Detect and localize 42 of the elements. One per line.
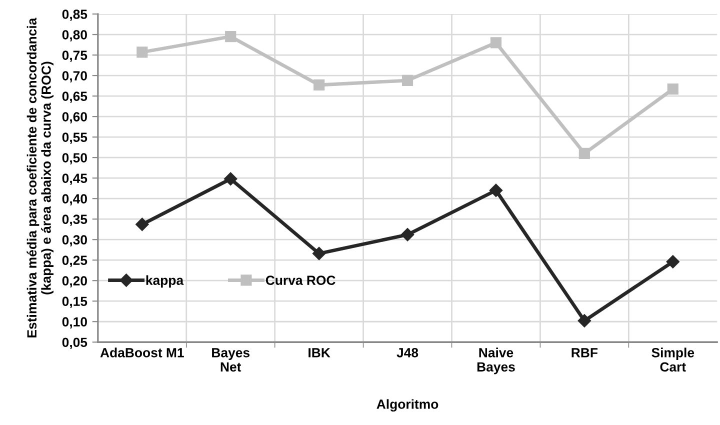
y-tick-label: 0,75 [62, 50, 88, 62]
x-tick-label: AdaBoost M1 [100, 348, 184, 358]
y-tick-label: 0,55 [62, 132, 88, 144]
x-tick-label: Bayes Net [212, 348, 250, 372]
x-tick-label: J48 [396, 348, 418, 358]
y-tick-label: 0,40 [62, 194, 87, 206]
point [312, 246, 326, 260]
point [402, 74, 414, 86]
point [136, 218, 149, 232]
y-tick-label: 0,20 [62, 276, 87, 288]
point [489, 184, 503, 197]
legend-label: Curva ROC [266, 276, 336, 285]
point [225, 31, 236, 42]
y-tick-label: 0,60 [62, 112, 87, 124]
legend-label: kappa [146, 275, 184, 288]
point [490, 37, 502, 48]
y-tick-label: 0,30 [62, 235, 87, 246]
point [136, 46, 148, 58]
y-tick-label: 0,65 [62, 92, 88, 103]
x-tick-label: IBK [308, 348, 330, 358]
point [666, 255, 680, 268]
y-tick-label: 0,45 [62, 174, 88, 185]
point [314, 79, 325, 91]
x-axis-title: Algoritmo [376, 399, 438, 412]
y-tick-label: 0,80 [62, 30, 87, 42]
point [578, 148, 590, 160]
point [224, 172, 238, 186]
y-tick-label: 0,05 [62, 338, 88, 349]
x-tick-label: Naive Bayes [477, 348, 515, 374]
y-tick-label: 0,15 [62, 296, 88, 308]
point [578, 314, 592, 328]
y-tick-label: 0,50 [62, 153, 87, 164]
y-tick-label: 0,85 [62, 10, 88, 21]
point [667, 84, 678, 95]
x-tick-label: Simple Cart [652, 348, 694, 372]
y-axis-title: Estimativa média para coeficiente de concordancia (kappa) e área abaixo da curva (ROC) [26, 18, 54, 338]
x-tick-label: RBF [572, 348, 598, 358]
y-tick-label: 0,25 [62, 256, 88, 267]
y-tick-label: 0,10 [62, 317, 87, 328]
y-tick-label: 0,70 [62, 71, 87, 82]
y-tick-label: 0,35 [62, 214, 88, 226]
point [400, 228, 414, 242]
